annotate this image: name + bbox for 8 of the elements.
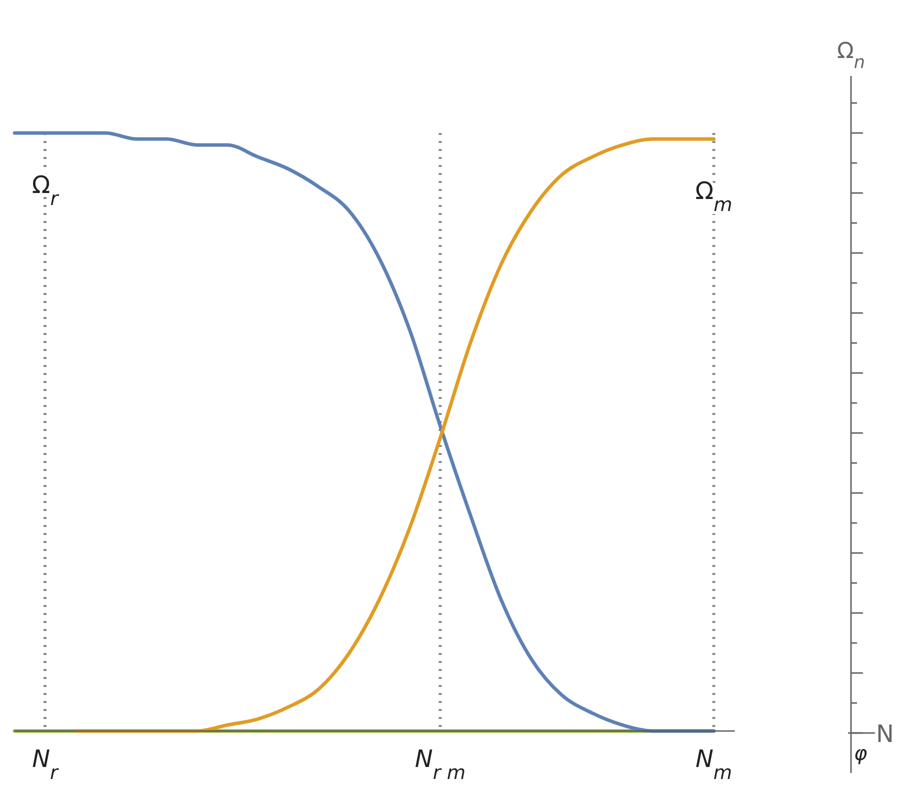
x-tick-label: N$_{m}$ [695, 745, 732, 784]
text: φ [854, 741, 868, 765]
x-tick-label: N$_{r}$ [32, 745, 60, 784]
text: N [876, 720, 894, 748]
annotation: Ω$_{r}$ [32, 171, 60, 210]
annotation: Ω$_{m}$ [695, 176, 732, 216]
x-tick-label: N$_{r m}$ [414, 745, 466, 784]
text: Ω$_{n}$ [837, 39, 865, 73]
